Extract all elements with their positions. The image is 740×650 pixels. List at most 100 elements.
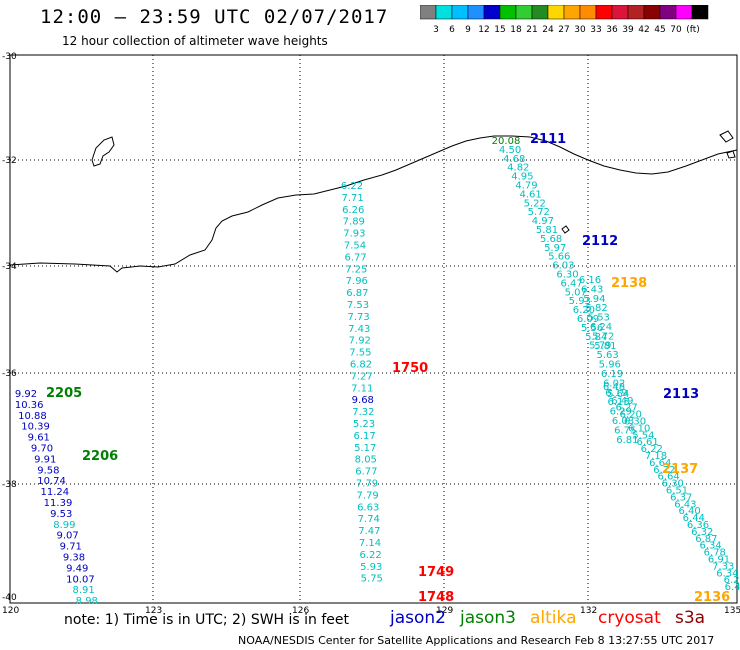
pass-time-label: 2138 xyxy=(611,276,647,291)
swh-value: 5.66 xyxy=(548,252,570,263)
swh-value: 6.40 xyxy=(678,506,700,517)
swh-value: 9.68 xyxy=(352,395,374,406)
swh-value: 7.71 xyxy=(341,193,363,204)
swh-value: 6.87 xyxy=(346,288,368,299)
swh-value: 7.73 xyxy=(347,312,369,323)
swh-value: 6.26 xyxy=(342,205,364,216)
swh-value: 5.53 xyxy=(588,313,610,324)
color-scale-label: 9 xyxy=(465,25,471,35)
swh-value: 8.98 xyxy=(76,596,98,607)
swh-value: 7.27 xyxy=(350,371,372,382)
swh-value: 6.16 xyxy=(579,275,601,286)
lon-tick-label: 132 xyxy=(580,606,597,616)
satellite-legend-jason3: jason3 xyxy=(460,608,516,628)
swh-value: 8.91 xyxy=(72,585,94,596)
swh-value: 8.99 xyxy=(53,520,75,531)
swh-value: 5.75 xyxy=(361,574,383,585)
footnote: note: 1) Time is in UTC; 2) SWH is in fe… xyxy=(64,612,350,628)
swh-value: 6.30 xyxy=(624,417,646,428)
swh-value: 9.07 xyxy=(56,531,78,542)
lat-tick-label: -38 xyxy=(2,480,17,490)
swh-value: 6.72 xyxy=(653,465,675,476)
swh-value: 6.32 xyxy=(691,527,713,538)
color-scale-label: 33 xyxy=(590,25,601,35)
swh-value: 6.34 xyxy=(716,568,738,579)
swh-value: 10.36 xyxy=(15,400,44,411)
swh-value: 6.2 xyxy=(724,575,740,586)
swh-value: 7.33 xyxy=(712,561,734,572)
swh-value: 10.39 xyxy=(21,422,50,433)
swh-value: 5.84 xyxy=(585,332,607,343)
swh-value: 6.20 xyxy=(573,305,595,316)
swh-value: 6.30 xyxy=(556,270,578,281)
swh-value: 6.63 xyxy=(357,502,379,513)
swh-value: 5.68 xyxy=(540,234,562,245)
swh-value: 6.49 xyxy=(611,396,633,407)
swh-value: 7.79 xyxy=(356,490,378,501)
lon-tick-label: 120 xyxy=(2,606,19,616)
swh-value: 7.89 xyxy=(343,217,365,228)
pass-time-label: 2113 xyxy=(663,387,699,402)
swh-value: 6.24 xyxy=(590,322,612,333)
swh-value: 6.03 xyxy=(552,261,574,272)
pass-time-label: 2137 xyxy=(662,462,698,477)
color-scale-swatch xyxy=(691,5,709,20)
swh-value: 6.51 xyxy=(666,486,688,497)
swh-value: 5.56 xyxy=(581,323,603,334)
swh-value: 5.81 xyxy=(536,225,558,236)
color-scale-label: 30 xyxy=(574,25,586,35)
swh-value: 6.09 xyxy=(577,314,599,325)
pass-time-label: 2205 xyxy=(46,386,82,401)
swh-value: 9.38 xyxy=(63,553,85,564)
swh-value: 11.39 xyxy=(44,498,73,509)
swh-value: 7.74 xyxy=(358,514,380,525)
island xyxy=(561,225,570,234)
swh-value: 5.72 xyxy=(592,331,614,342)
swh-value: 9.49 xyxy=(66,563,88,574)
swh-value: 6.15 xyxy=(607,397,629,408)
color-scale-label: 15 xyxy=(494,25,505,35)
swh-value: 6.29 xyxy=(610,407,632,418)
swh-value: 6.47 xyxy=(560,278,582,289)
swh-value: 6.44 xyxy=(683,513,705,524)
swh-value: 9.70 xyxy=(31,444,53,455)
swh-value: 8.05 xyxy=(355,455,377,466)
swh-value: 6.19 xyxy=(605,388,627,399)
swh-value: 20.08 xyxy=(492,136,521,147)
lat-tick-label: -32 xyxy=(2,156,17,166)
swh-value: 5.96 xyxy=(599,360,621,371)
swh-value: 5.64 xyxy=(607,389,629,400)
swh-value: 6.10 xyxy=(628,423,650,434)
swh-value: 6.30 xyxy=(662,479,684,490)
lat-tick-label: -30 xyxy=(2,52,17,62)
swh-value: 9.53 xyxy=(50,509,72,520)
swh-value: 5.54 xyxy=(632,430,654,441)
lon-tick-label: 129 xyxy=(436,606,453,616)
lon-tick-label: 123 xyxy=(145,606,162,616)
pass-time-label: 2111 xyxy=(530,132,566,147)
pass-time-label: 2206 xyxy=(82,449,118,464)
swh-value: 5.97 xyxy=(544,243,566,254)
island xyxy=(91,136,115,167)
color-scale-label: 12 xyxy=(478,25,489,35)
swh-value: 7.25 xyxy=(345,264,367,275)
color-scale-unit: (ft) xyxy=(686,25,700,35)
color-scale-label: 39 xyxy=(622,25,634,35)
swh-value: 7.55 xyxy=(349,348,371,359)
swh-value: 6.43 xyxy=(581,284,603,295)
swh-value: 5.17 xyxy=(354,443,376,454)
swh-value: 5.94 xyxy=(583,294,605,305)
lat-tick-label: -34 xyxy=(2,262,17,272)
color-scale-bar: 3 6 9 12 15 18 21 24 27 30 33 36 39 42 45 70 (ft) xyxy=(420,5,709,35)
swh-value: 6.22 xyxy=(641,444,663,455)
swh-value: 6.22 xyxy=(341,181,363,192)
swh-value: 5.81 xyxy=(594,341,616,352)
credit-line: NOAA/NESDIS Center for Satellite Applica… xyxy=(238,634,715,647)
swh-value: 6.22 xyxy=(359,550,381,561)
map-gridlines xyxy=(10,55,737,603)
satellite-legend-s3a: s3a xyxy=(675,608,706,628)
swh-value: 4.68 xyxy=(503,154,525,165)
swh-value: 6.75 xyxy=(614,425,636,436)
color-scale-label: 36 xyxy=(606,25,618,35)
